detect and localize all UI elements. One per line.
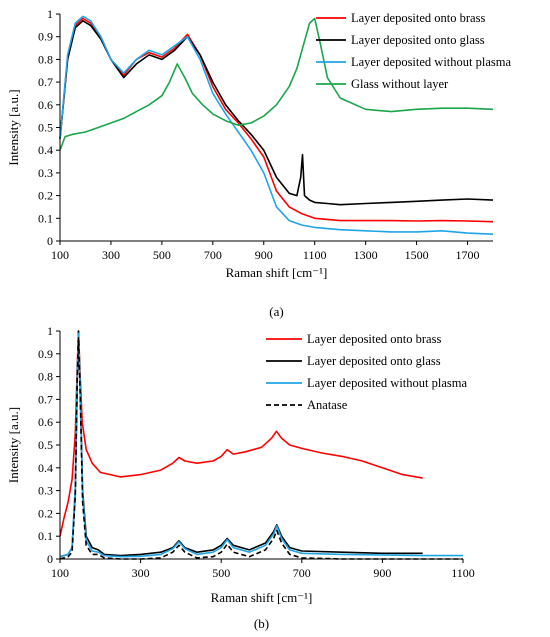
chart-a-series-line-0 (59, 17, 494, 223)
chart-b-y-tick-label: 0.5 (38, 438, 53, 452)
chart-b-legend-label: Anatase (307, 398, 348, 412)
chart-b-y-tick-label: 0.4 (38, 461, 53, 475)
chart-b-legend-label: Layer deposited without plasma (307, 376, 467, 390)
chart-a-legend: Layer deposited onto brass Layer deposite… (316, 11, 511, 91)
chart-b-y-tick-label: 0 (47, 552, 53, 566)
chart-b-y-tick-label: 1 (47, 324, 53, 338)
chart-a-x-tick-label: 100 (51, 248, 69, 262)
chart-b-ticks: 100 300 500 700 900 1100 0 0.1 0.2 0.3 0.4 0.5 0.6 0.… (38, 324, 475, 580)
chart-a-series (59, 15, 494, 235)
chart-a-legend-label: Layer deposited onto glass (351, 33, 485, 47)
chart-b-legend: Layer deposited onto brass Layer deposite… (266, 332, 467, 412)
chart-a-x-tick-label: 300 (102, 248, 120, 262)
chart-b-y-tick-label: 0.3 (38, 484, 53, 498)
chart-b-x-tick-label: 500 (212, 566, 230, 580)
chart-b-y-label: Intensity [a.u.] (6, 407, 21, 483)
chart-a-y-tick-label: 0.9 (38, 30, 53, 44)
chart-b-x-tick-label: 700 (293, 566, 311, 580)
chart-b-legend-label: Layer deposited onto brass (307, 332, 441, 346)
chart-b-x-tick-label: 1100 (451, 566, 475, 580)
chart-a-y-label: Intensity [a.u.] (6, 89, 21, 165)
chart-a-x-tick-label: 1700 (456, 248, 480, 262)
chart-a-x-tick-label: 700 (204, 248, 222, 262)
chart-a-legend-label: Layer deposited without plasma (351, 55, 511, 69)
chart-a-y-tick-label: 0.8 (38, 52, 53, 66)
chart-a-y-tick-label: 0 (47, 234, 53, 248)
chart-a-x-tick-label: 1500 (405, 248, 429, 262)
chart-b-y-tick-label: 0.7 (38, 392, 53, 406)
chart-a-ticks: 100 300 500 700 900 1100 1300 1500 1700 0 0.1 0.2 0.… (38, 7, 480, 262)
chart-b-x-label: Raman shift [cm⁻¹] (211, 590, 313, 605)
chart-b-y-tick-label: 0.6 (38, 415, 53, 429)
chart-a-x-tick-label: 500 (153, 248, 171, 262)
chart-a-y-tick-label: 0.7 (38, 75, 53, 89)
chart-b-y-tick-label: 0.9 (38, 347, 53, 361)
chart-a-y-tick-label: 0.5 (38, 121, 53, 135)
chart-b-series (59, 330, 463, 560)
chart-panel-a: 100 300 500 700 900 1100 1300 1500 1700 0 0.1 0.2 0.… (6, 7, 511, 319)
chart-a-x-tick-label: 900 (255, 248, 273, 262)
chart-a-y-tick-label: 0.6 (38, 98, 53, 112)
chart-b-panel-label: (b) (254, 616, 269, 631)
chart-a-y-tick-label: 0.3 (38, 166, 53, 180)
chart-b-x-tick-label: 100 (51, 566, 69, 580)
chart-b-x-tick-label: 300 (132, 566, 150, 580)
chart-panel-b: 100 300 500 700 900 1100 0 0.1 0.2 0.3 0.4 0.5 0.6 0.… (6, 324, 475, 631)
chart-a-legend-label: Glass without layer (351, 77, 449, 91)
chart-a-y-tick-label: 0.4 (38, 143, 53, 157)
chart-a-series-line-2 (59, 15, 494, 235)
chart-b-series-line-3 (59, 337, 463, 560)
chart-a-y-tick-label: 0.1 (38, 211, 53, 225)
chart-b-y-tick-label: 0.2 (38, 506, 53, 520)
chart-b-y-tick-label: 0.1 (38, 529, 53, 543)
chart-a-series-line-3 (59, 17, 494, 151)
chart-a-x-tick-label: 1300 (354, 248, 378, 262)
chart-a-x-label: Raman shift [cm⁻¹] (226, 265, 328, 280)
chart-a-legend-label: Layer deposited onto brass (351, 11, 485, 25)
chart-a-x-tick-label: 1100 (303, 248, 327, 262)
chart-b-legend-label: Layer deposited onto glass (307, 354, 441, 368)
chart-b-x-tick-label: 900 (373, 566, 391, 580)
chart-b-y-tick-label: 0.8 (38, 370, 53, 384)
chart-a-panel-label: (a) (269, 304, 283, 319)
chart-a-y-tick-label: 0.2 (38, 189, 53, 203)
chart-a-series-line-1 (59, 20, 494, 206)
chart-a-y-tick-label: 1 (47, 7, 53, 21)
